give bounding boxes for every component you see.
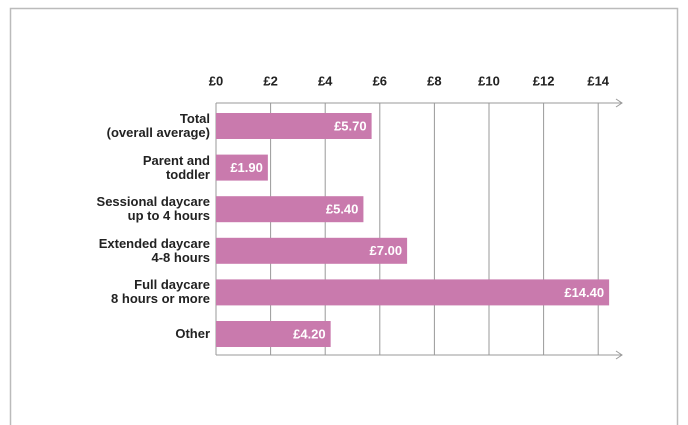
bar bbox=[216, 196, 364, 223]
bar bbox=[216, 321, 331, 347]
category-label: Sessional daycare up to 4 hours bbox=[96, 194, 210, 224]
x-tick-label: £12 bbox=[533, 73, 555, 88]
x-tick-label: £10 bbox=[478, 73, 500, 88]
x-tick-label: £4 bbox=[318, 73, 333, 88]
bar bbox=[216, 113, 372, 139]
axis-arrow bbox=[615, 350, 623, 360]
category-label: Extended daycare 4-8 hours bbox=[98, 235, 210, 265]
bar bbox=[216, 279, 610, 306]
x-tick-label: £14 bbox=[587, 73, 609, 88]
x-tick-label: £0 bbox=[209, 73, 223, 88]
x-tick-label: £2 bbox=[263, 73, 277, 88]
axis-arrow bbox=[615, 98, 623, 108]
category-label: Full daycare 8 hours or more bbox=[111, 277, 210, 307]
x-tick-label: £6 bbox=[373, 73, 387, 88]
bar bbox=[216, 154, 268, 181]
value-label: £1.90 bbox=[230, 160, 263, 175]
value-label: £14.40 bbox=[564, 285, 604, 300]
category-label: Parent and toddler bbox=[142, 152, 210, 182]
category-label: Total (overall average) bbox=[106, 111, 210, 140]
frame bbox=[9, 7, 679, 425]
x-tick-label: £8 bbox=[427, 73, 441, 88]
value-label: £7.00 bbox=[370, 243, 403, 258]
value-label: £5.40 bbox=[326, 202, 359, 217]
value-label: £5.70 bbox=[334, 118, 367, 133]
category-label: Other bbox=[175, 326, 210, 341]
value-label: £4.20 bbox=[293, 326, 326, 341]
bar bbox=[216, 237, 408, 264]
